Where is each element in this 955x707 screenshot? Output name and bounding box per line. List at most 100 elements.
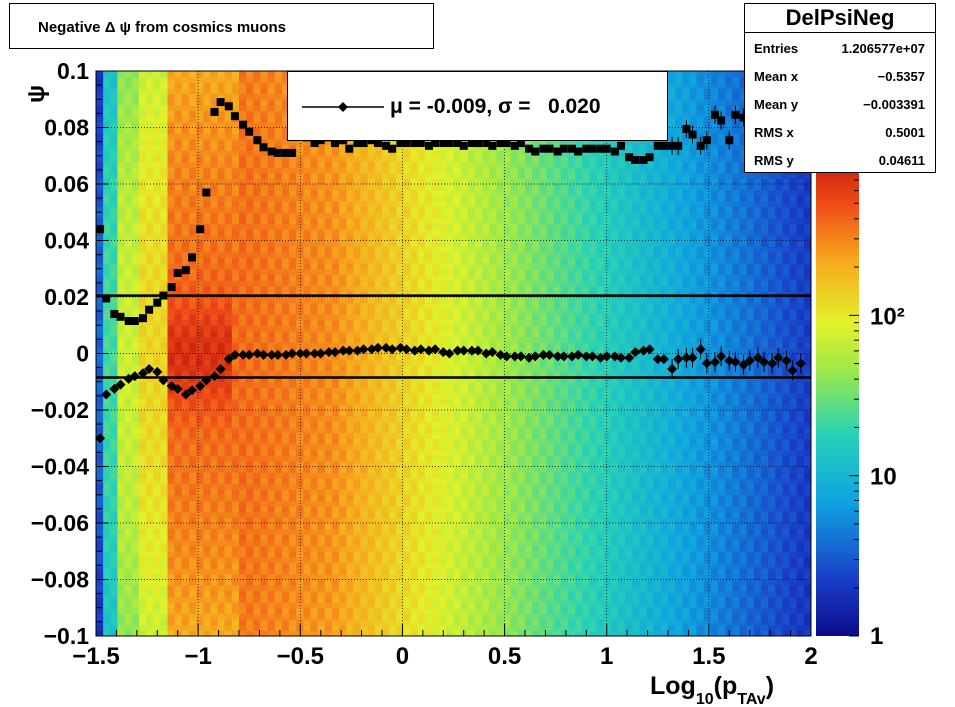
heatmap-cell: [432, 551, 440, 558]
heatmap-cell: [367, 376, 376, 383]
heatmap-cell: [289, 387, 297, 394]
heatmap-cell: [196, 342, 204, 349]
heatmap-cell: [239, 477, 247, 485]
heatmap-cell: [303, 200, 312, 208]
heatmap-cell: [131, 590, 140, 598]
heatmap-cell: [424, 613, 433, 620]
heatmap-cell: [217, 71, 226, 78]
heatmap-cell: [246, 466, 254, 473]
heatmap-cell: [439, 421, 447, 428]
heatmap-cell: [217, 325, 226, 332]
heatmap-cell: [346, 263, 354, 270]
heatmap-cell: [167, 342, 176, 349]
heatmap-cell: [231, 421, 240, 428]
heatmap-cell: [274, 404, 283, 411]
heatmap-cell: [188, 285, 197, 292]
heatmap-cell: [260, 370, 269, 377]
heatmap-cell: [203, 511, 211, 518]
heatmap-cell: [403, 432, 412, 439]
heatmap-cell: [217, 104, 226, 112]
heatmap-cell: [146, 511, 154, 518]
heatmap-cell: [160, 472, 169, 479]
heatmap-cell: [331, 234, 340, 242]
heatmap-cell: [146, 528, 154, 535]
heatmap-cell: [339, 483, 347, 490]
heatmap-cell: [246, 325, 254, 332]
heatmap-cell: [260, 246, 269, 253]
heatmap-cell: [231, 500, 240, 507]
heatmap-cell: [217, 87, 226, 95]
heatmap-cell: [403, 178, 412, 185]
heatmap-cell: [424, 285, 433, 292]
heatmap-cell: [124, 460, 133, 468]
heatmap-cell: [160, 398, 169, 405]
heatmap-cell: [289, 517, 297, 524]
heatmap-cell: [374, 551, 383, 558]
heatmap-cell: [410, 280, 419, 287]
heatmap-cell: [374, 229, 383, 236]
heatmap-cell: [96, 410, 104, 417]
heatmap-cell: [174, 438, 183, 445]
heatmap-cell: [360, 302, 369, 309]
heatmap-cell: [117, 167, 126, 174]
heatmap-cell: [117, 263, 126, 270]
heatmap-cell: [281, 127, 290, 134]
heatmap-cell: [424, 472, 433, 479]
heatmap-cell: [174, 364, 183, 372]
heatmap-cell: [188, 274, 197, 281]
heatmap-cell: [289, 200, 297, 208]
heatmap-cell: [410, 511, 419, 518]
heatmap-cell: [417, 534, 426, 541]
heatmap-cell: [396, 184, 405, 191]
heatmap-cell: [260, 308, 269, 315]
heatmap-cell: [432, 607, 440, 614]
heatmap-cell: [439, 602, 447, 609]
heatmap-cell: [174, 133, 183, 140]
heatmap-cell: [239, 110, 247, 117]
heatmap-cell: [417, 206, 426, 213]
heatmap-cell: [331, 387, 340, 394]
heatmap-cell: [296, 172, 304, 179]
heatmap-cell: [289, 466, 297, 473]
heatmap-cell: [124, 551, 133, 558]
heatmap-cell: [96, 528, 104, 535]
heatmap-cell: [188, 330, 197, 338]
heatmap-cell: [310, 387, 319, 394]
heatmap-cell: [210, 432, 219, 439]
heatmap-cell: [267, 116, 276, 123]
heatmap-cell: [124, 116, 133, 123]
heatmap-cell: [174, 76, 183, 83]
heatmap-cell: [296, 573, 304, 581]
heatmap-cell: [231, 150, 240, 157]
heatmap-cell: [303, 212, 312, 219]
heatmap-cell: [224, 432, 233, 439]
heatmap-cell: [217, 590, 226, 598]
heatmap-cell: [410, 319, 419, 326]
heatmap-cell: [188, 87, 197, 95]
heatmap-cell: [417, 144, 426, 151]
heatmap-cell: [217, 76, 226, 83]
heatmap-cell: [203, 619, 211, 626]
heatmap-cell: [396, 223, 405, 230]
heatmap-cell: [246, 223, 254, 230]
heatmap-cell: [239, 551, 247, 558]
heatmap-cell: [367, 370, 376, 377]
heatmap-cell: [267, 460, 276, 468]
heatmap-cell: [396, 302, 405, 309]
heatmap-cell: [231, 410, 240, 417]
heatmap-cell: [196, 87, 204, 95]
heatmap-cell: [267, 104, 276, 112]
heatmap-cell: [174, 472, 183, 479]
heatmap-cell: [396, 336, 405, 343]
heatmap-cell: [374, 302, 383, 309]
heatmap-cell: [246, 82, 254, 89]
heatmap-cell: [174, 404, 183, 411]
heatmap-cell: [389, 217, 397, 225]
heatmap-cell: [196, 319, 204, 326]
heatmap-cell: [396, 308, 405, 315]
heatmap-cell: [210, 302, 219, 309]
heatmap-cell: [367, 506, 376, 513]
heatmap-cell: [346, 364, 354, 372]
heatmap-cell: [289, 144, 297, 151]
heatmap-cell: [188, 93, 197, 100]
